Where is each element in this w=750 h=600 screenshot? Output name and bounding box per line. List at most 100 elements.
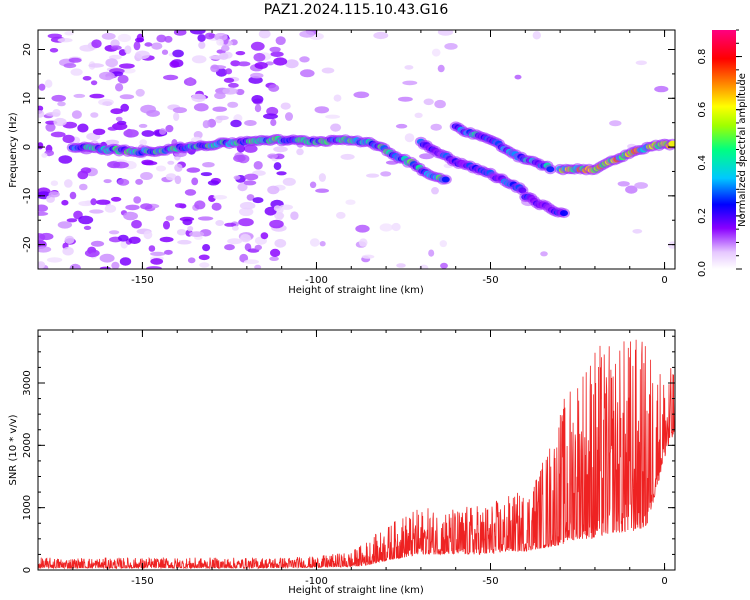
- spectrogram-speckle: [51, 94, 66, 102]
- spectrogram-speckle: [79, 183, 88, 191]
- spectrogram-speckle: [263, 113, 278, 120]
- spectrogram-speckle: [186, 77, 194, 86]
- spectrogram-speckle: [177, 239, 192, 245]
- spectrogram-speckle: [271, 220, 281, 227]
- ridge-core: [546, 166, 555, 173]
- spectrogram-speckle: [285, 112, 293, 121]
- snr-x-label: Height of straight line (km): [288, 585, 424, 596]
- spectrogram-speckle: [330, 123, 342, 132]
- spectrogram-speckle: [191, 177, 199, 186]
- spectrogram-speckle: [88, 63, 104, 68]
- spectrogram-speckle: [189, 231, 205, 238]
- spectrogram-speckle: [143, 230, 153, 240]
- spectrogram-speckle: [431, 48, 441, 57]
- spectrogram-speckle: [233, 154, 246, 163]
- spectrogram-speckle: [194, 200, 206, 210]
- y-tick-label: 1000: [22, 495, 33, 520]
- spectrogram-speckle: [50, 131, 66, 138]
- spectrogram-speckle: [38, 110, 45, 118]
- spectrogram-speckle: [204, 32, 215, 40]
- spectrogram-speckle: [164, 35, 173, 43]
- spectrogram-speckle: [165, 173, 177, 181]
- spectrogram-speckle: [402, 80, 418, 86]
- spectrogram-speckle: [273, 162, 282, 171]
- spectrogram-speckle: [169, 60, 180, 68]
- spectrogram-speckle: [437, 30, 454, 36]
- spectrogram-speckle: [53, 117, 67, 127]
- spectrogram-speckle: [269, 46, 281, 53]
- spectrogram-speckle: [148, 245, 156, 252]
- spectrogram-speckle: [318, 173, 326, 182]
- spectrogram-speckle: [336, 211, 346, 219]
- spectrogram-speckle: [213, 32, 228, 41]
- spectrogram-speckle: [216, 38, 224, 46]
- spectrogram-speckle: [163, 74, 179, 81]
- spectrogram-speckle: [314, 106, 330, 114]
- spectrogram-ridge: [449, 121, 557, 175]
- spectrogram-speckle: [273, 57, 288, 66]
- spectrogram-speckle: [200, 172, 213, 177]
- colorbar: 0.0 0.2 0.4 0.6 0.8 Normalized spectral ampl…: [697, 29, 748, 277]
- spectrogram-speckle: [391, 222, 401, 232]
- spectrogram-speckle: [90, 112, 99, 118]
- spectrogram-speckle: [66, 218, 78, 223]
- spectrogram-speckle: [423, 98, 434, 106]
- spectrogram-speckle: [239, 201, 256, 210]
- spectrogram-speckle: [213, 195, 228, 200]
- spectrogram-speckle: [71, 110, 82, 119]
- spectrogram-speckle: [90, 240, 105, 247]
- spectrogram-speckle: [128, 236, 141, 244]
- snr-y-axis: 0 1000 2000 3000: [22, 335, 675, 573]
- spectrogram-speckle: [172, 49, 184, 58]
- x-tick-label: -50: [482, 576, 498, 587]
- spectrogram-speckle: [141, 159, 154, 165]
- x-tick-label: -150: [131, 275, 154, 286]
- spectrogram-speckle: [260, 232, 269, 240]
- spectrogram-speckle: [227, 101, 239, 108]
- spectrogram-speckle: [191, 55, 207, 64]
- spectrogram-speckle: [267, 153, 278, 159]
- spectrogram-speckle: [57, 101, 66, 107]
- y-tick-label: 10: [22, 92, 33, 105]
- spectrogram-speckle: [150, 251, 166, 256]
- spectrogram-speckle: [187, 257, 196, 264]
- spectrogram-speckle: [89, 93, 105, 99]
- spectrogram-speckle: [117, 74, 129, 84]
- spectrogram-speckle: [437, 64, 445, 73]
- spectrogram-speckle: [182, 218, 193, 226]
- spectrogram-speckle: [135, 178, 144, 185]
- spectrogram-speckle: [90, 198, 97, 206]
- spectrogram-speckle: [280, 102, 291, 110]
- spectrogram-speckle: [340, 153, 355, 160]
- spectrogram-speckle: [119, 94, 135, 100]
- spectrogram-speckle: [355, 224, 370, 233]
- snr-y-label: SNR (10 * v/v): [8, 414, 19, 485]
- spectrogram-speckle: [270, 51, 284, 57]
- spectrogram-speckle: [274, 238, 287, 248]
- spectrogram-speckle: [174, 175, 182, 185]
- spectrogram-speckle: [64, 31, 74, 36]
- spectrogram-speckle: [140, 203, 153, 210]
- spectrogram-speckle: [83, 225, 92, 230]
- spectrogram-speckle: [634, 182, 648, 189]
- spectrogram-speckle: [57, 38, 73, 43]
- spectrogram-speckle: [38, 105, 44, 112]
- spectrogram-speckle: [333, 94, 342, 102]
- spectrogram-speckle: [218, 52, 229, 60]
- spectrogram-speckle: [172, 107, 187, 114]
- spectrogram-speckle: [135, 37, 145, 43]
- spectrogram-speckle: [122, 68, 136, 74]
- spectrogram-speckle: [49, 48, 59, 53]
- snr-series-line: [38, 339, 675, 570]
- spectrogram-speckle: [92, 128, 106, 135]
- colorbar-ticks: 0.0 0.2 0.4 0.6 0.8: [697, 29, 742, 277]
- spectrogram-speckle: [62, 134, 75, 144]
- spectrogram-speckle: [198, 254, 210, 261]
- spectrogram-speckle: [125, 128, 133, 138]
- spectrogram-speckle: [222, 87, 238, 95]
- spectrogram-speckle: [224, 222, 237, 227]
- y-tick-label: -10: [22, 188, 33, 204]
- spectrogram-speckle: [244, 173, 259, 181]
- spectrogram-speckle: [635, 60, 647, 66]
- spectrogram-speckle: [279, 204, 294, 210]
